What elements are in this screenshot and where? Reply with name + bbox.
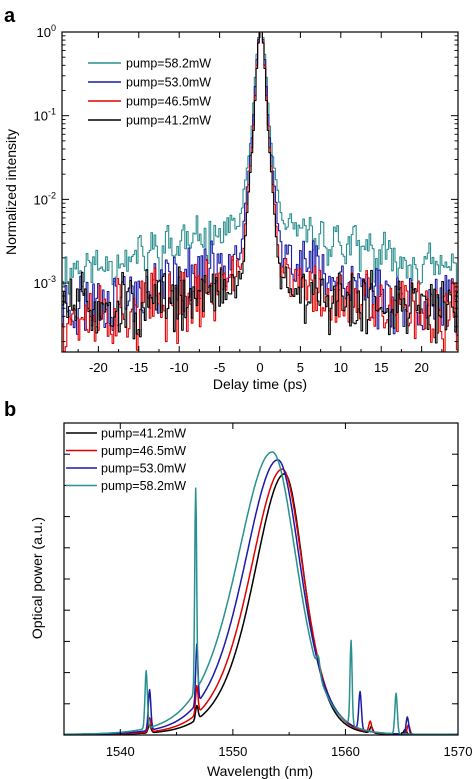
panel-a-series-line-4	[62, 32, 458, 344]
panel-a-x-tick-label: 15	[374, 360, 388, 375]
panel-b-series-line-2	[64, 468, 458, 735]
panel-a-y-axis: 100 10-1 10-2 10-3	[34, 23, 458, 342]
panel-a-x-tick-label: 0	[256, 360, 263, 375]
panel-b-label: b	[4, 399, 16, 421]
panel-a-series-line-3	[62, 32, 458, 352]
panel-a-x-tick-label: -10	[170, 360, 189, 375]
panel-b-legend-label: pump=53.0mW	[101, 462, 186, 476]
panel-a-legend: pump=58.2mW pump=53.0mW pump=46.5mW pump=41…	[88, 57, 211, 128]
panel-b-xlabel: Wavelength (nm)	[207, 763, 313, 779]
panel-a-y-tick-label: 100	[37, 23, 56, 40]
panel-b-series-line-3	[64, 459, 458, 735]
panel-a-series-group	[62, 32, 458, 352]
panel-b-legend-label: pump=46.5mW	[101, 444, 186, 458]
panel-a-x-tick-label: -15	[129, 360, 148, 375]
panel-b-series-line-1	[64, 473, 458, 735]
panel-a-ylabel: Normalized intensity	[3, 129, 19, 255]
panel-a-label: a	[4, 5, 16, 27]
panel-b-series-line-4	[64, 451, 458, 735]
panel-a-x-tick-label: 5	[297, 360, 304, 375]
panel-b-series-group	[64, 451, 458, 735]
panel-a-x-tick-label: -20	[89, 360, 108, 375]
panel-b-ylabel: Optical power (a.u.)	[29, 517, 45, 639]
panel-b-x-tick-label: 1570	[444, 744, 473, 759]
panel-a-xlabel: Delay time (ps)	[213, 376, 307, 392]
panel-b-x-axis: 1540 1550 1560 1570	[106, 423, 473, 759]
panel-a-y-tick-label: 10-2	[34, 190, 56, 207]
panel-a-y-tick-label: 10-1	[34, 107, 56, 124]
panel-b-y-axis	[64, 453, 458, 705]
panel-b-legend-label: pump=58.2mW	[101, 479, 186, 493]
panel-a: a -20 -15 -10 -5 0 5 10 15 20 100 10-1 10-2 10-3 De…	[3, 5, 459, 392]
panel-a-legend-label: pump=53.0mW	[126, 76, 211, 90]
panel-a-legend-label: pump=46.5mW	[126, 95, 211, 109]
panel-a-y-tick-label: 10-3	[34, 274, 56, 291]
panel-a-legend-label: pump=41.2mW	[126, 114, 211, 128]
panel-a-x-tick-label: 10	[334, 360, 348, 375]
panel-a-series-line-2	[62, 32, 458, 336]
panel-a-series-line-1	[62, 32, 458, 298]
panel-a-x-tick-label: -5	[214, 360, 226, 375]
panel-b-x-tick-label: 1540	[106, 744, 135, 759]
panel-a-x-axis: -20 -15 -10 -5 0 5 10 15 20	[77, 32, 443, 375]
panel-a-x-tick-label: 20	[414, 360, 428, 375]
panel-b-x-tick-label: 1550	[218, 744, 247, 759]
panel-b-x-tick-label: 1560	[331, 744, 360, 759]
panel-b-legend-label: pump=41.2mW	[101, 427, 186, 441]
panel-a-legend-label: pump=58.2mW	[126, 57, 211, 71]
panel-b-legend: pump=41.2mW pump=46.5mW pump=53.0mW pump=58…	[66, 427, 186, 493]
panel-b: b 1540 1550 1560 1570 Wavelength (nm) Optic…	[4, 399, 472, 779]
